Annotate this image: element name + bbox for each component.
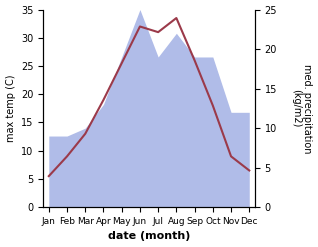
X-axis label: date (month): date (month) bbox=[108, 231, 190, 242]
Y-axis label: med. precipitation
(kg/m2): med. precipitation (kg/m2) bbox=[291, 64, 313, 153]
Y-axis label: max temp (C): max temp (C) bbox=[5, 75, 16, 142]
